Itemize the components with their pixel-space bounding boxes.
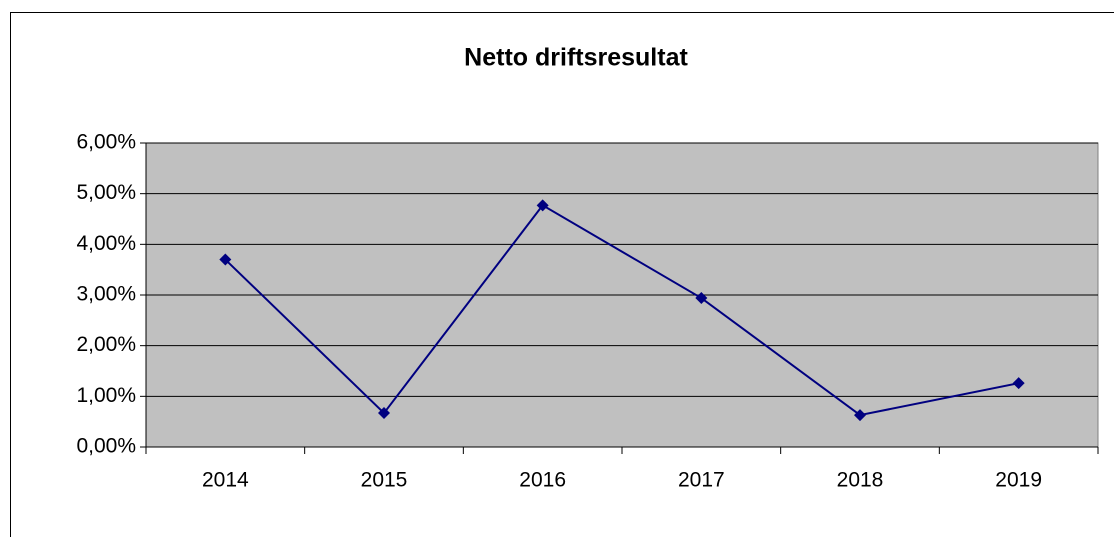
x-tick-label: 2015 bbox=[361, 469, 408, 492]
data-marker bbox=[1012, 377, 1025, 390]
data-marker bbox=[695, 292, 708, 305]
y-tick-label: 6,00% bbox=[76, 131, 136, 154]
y-tick-label: 5,00% bbox=[76, 181, 136, 204]
x-tick-label: 2018 bbox=[837, 469, 884, 492]
y-tick-label: 1,00% bbox=[76, 384, 136, 407]
x-tick-label: 2019 bbox=[995, 469, 1042, 492]
y-tick-label: 2,00% bbox=[76, 333, 136, 356]
y-tick-label: 3,00% bbox=[76, 283, 136, 306]
y-tick-label: 0,00% bbox=[76, 435, 136, 458]
data-marker bbox=[536, 199, 549, 212]
x-tick-label: 2016 bbox=[519, 469, 566, 492]
x-tick-label: 2017 bbox=[678, 469, 725, 492]
y-tick-label: 4,00% bbox=[76, 232, 136, 255]
chart-title: Netto driftsresultat bbox=[464, 44, 688, 72]
x-tick-label: 2014 bbox=[202, 469, 249, 492]
data-line bbox=[224, 204, 1019, 417]
data-marker bbox=[378, 407, 390, 420]
data-marker bbox=[219, 253, 232, 266]
data-marker bbox=[854, 409, 866, 422]
